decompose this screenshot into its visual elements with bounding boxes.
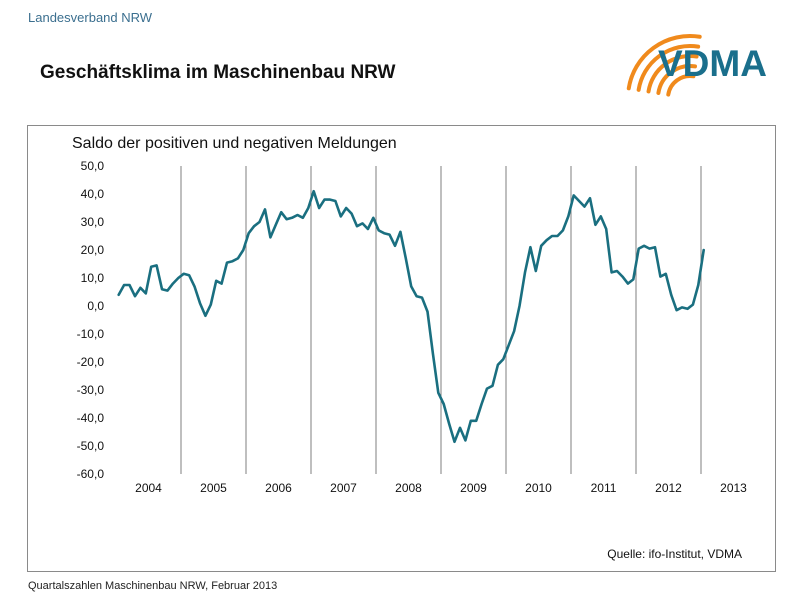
y-tick-label: 50,0 <box>81 159 105 173</box>
page-title: Geschäftsklima im Maschinenbau NRW <box>40 62 396 83</box>
y-tick-label: 30,0 <box>81 215 105 229</box>
x-tick-label: 2004 <box>135 481 162 495</box>
y-tick-label: 40,0 <box>81 187 105 201</box>
x-tick-label: 2007 <box>330 481 357 495</box>
logo-arc <box>666 74 696 97</box>
chart-title: Saldo der positiven und negativen Meldun… <box>72 135 397 152</box>
vdma-logo-arcs <box>626 34 702 97</box>
y-tick-label: -40,0 <box>77 411 105 425</box>
x-tick-label: 2008 <box>395 481 422 495</box>
chart-source: Quelle: ifo-Institut, VDMA <box>607 547 742 561</box>
x-tick-label: 2012 <box>655 481 682 495</box>
y-tick-label: -60,0 <box>77 467 105 481</box>
y-tick-label: -30,0 <box>77 383 105 397</box>
footer-text: Quartalszahlen Maschinenbau NRW, Februar… <box>28 580 278 592</box>
chart-frame: Saldo der positiven und negativen Meldun… <box>27 125 776 572</box>
y-tick-label: -20,0 <box>77 355 105 369</box>
y-tick-label: 10,0 <box>81 271 105 285</box>
x-tick-label: 2009 <box>460 481 487 495</box>
y-tick-label: -50,0 <box>77 439 105 453</box>
logo-arc <box>656 64 698 95</box>
vdma-logo-text: VDMA <box>658 43 767 84</box>
line-chart: Saldo der positiven und negativen Meldun… <box>72 135 747 561</box>
x-tick-label: 2005 <box>200 481 227 495</box>
y-tick-label: -10,0 <box>77 327 105 341</box>
x-tick-label: 2013 <box>720 481 747 495</box>
x-tick-label: 2010 <box>525 481 552 495</box>
x-tick-label: 2011 <box>591 481 617 495</box>
logo-arc <box>626 34 702 91</box>
y-tick-label: 0,0 <box>87 299 104 313</box>
x-tick-label: 2006 <box>265 481 292 495</box>
logo-arc <box>646 54 699 94</box>
series-line <box>117 189 705 444</box>
y-tick-label: 20,0 <box>81 243 105 257</box>
logo-arc <box>636 44 701 92</box>
org-label: Landesverband NRW <box>28 10 153 25</box>
